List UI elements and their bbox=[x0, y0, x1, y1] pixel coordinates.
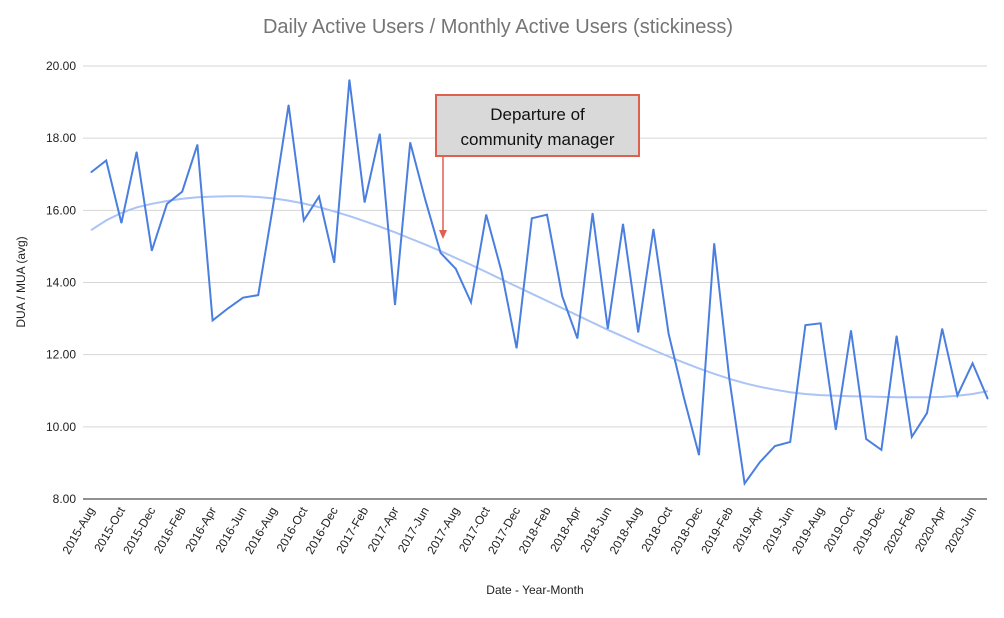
y-tick-label: 10.00 bbox=[46, 420, 76, 434]
data-point bbox=[713, 243, 715, 245]
annotation: Departure of community manager bbox=[435, 94, 640, 239]
data-point bbox=[607, 328, 609, 330]
data-point bbox=[272, 203, 274, 205]
data-point bbox=[896, 335, 898, 337]
data-point bbox=[470, 301, 472, 303]
data-point bbox=[683, 396, 685, 398]
data-point bbox=[90, 171, 92, 173]
data-point bbox=[394, 304, 396, 306]
y-axis-ticks: 8.00 10.00 12.00 14.00 16.00 18.00 20.00 bbox=[46, 59, 76, 506]
data-point bbox=[728, 378, 730, 380]
annotation-text-line-2: community manager bbox=[460, 130, 614, 149]
y-tick-label: 12.00 bbox=[46, 348, 76, 362]
annotation-arrow-head bbox=[439, 230, 447, 239]
data-point bbox=[774, 445, 776, 447]
y-tick-label: 18.00 bbox=[46, 131, 76, 145]
data-point bbox=[500, 270, 502, 272]
data-point bbox=[865, 438, 867, 440]
annotation-text-line-1: Departure of bbox=[490, 105, 585, 124]
x-axis-ticks: 2015-Aug2015-Oct2015-Dec2016-Feb2016-Apr… bbox=[59, 504, 979, 557]
data-point bbox=[941, 328, 943, 330]
data-point bbox=[105, 160, 107, 162]
data-point bbox=[333, 262, 335, 264]
series-group bbox=[90, 79, 989, 487]
data-point bbox=[440, 252, 442, 254]
data-point bbox=[546, 214, 548, 216]
data-point bbox=[288, 104, 290, 106]
data-point bbox=[257, 294, 259, 296]
data-point bbox=[652, 228, 654, 230]
trendline bbox=[90, 195, 988, 399]
data-point bbox=[151, 250, 153, 252]
y-tick-label: 20.00 bbox=[46, 59, 76, 73]
chart-title: Daily Active Users / Monthly Active User… bbox=[263, 16, 733, 38]
y-tick-label: 8.00 bbox=[53, 492, 77, 506]
data-point bbox=[485, 214, 487, 216]
y-axis-label: DUA / MUA (avg) bbox=[14, 236, 28, 327]
data-point bbox=[303, 219, 305, 221]
data-point bbox=[744, 482, 746, 484]
data-point bbox=[531, 217, 533, 219]
data-point bbox=[348, 79, 350, 81]
y-tick-label: 16.00 bbox=[46, 203, 76, 217]
data-point bbox=[227, 307, 229, 309]
data-point bbox=[561, 295, 563, 297]
data-point bbox=[759, 461, 761, 463]
data-point bbox=[166, 203, 168, 205]
data-point bbox=[835, 429, 837, 431]
series-line bbox=[90, 79, 989, 487]
data-point bbox=[242, 297, 244, 299]
data-point bbox=[880, 449, 882, 451]
data-point bbox=[364, 201, 366, 203]
data-point bbox=[972, 362, 974, 364]
y-tick-label: 14.00 bbox=[46, 276, 76, 290]
data-point bbox=[698, 454, 700, 456]
data-point bbox=[668, 333, 670, 335]
data-point bbox=[592, 212, 594, 214]
data-point bbox=[181, 191, 183, 193]
data-point bbox=[820, 322, 822, 324]
data-point bbox=[318, 196, 320, 198]
data-point bbox=[850, 329, 852, 331]
data-point bbox=[424, 199, 426, 201]
data-point bbox=[212, 319, 214, 321]
x-axis-label: Date - Year-Month bbox=[486, 583, 583, 597]
data-point bbox=[136, 151, 138, 153]
data-point bbox=[379, 133, 381, 135]
data-point bbox=[196, 144, 198, 146]
data-point bbox=[516, 347, 518, 349]
data-point bbox=[120, 222, 122, 224]
data-point bbox=[926, 412, 928, 414]
data-point bbox=[637, 331, 639, 333]
data-point bbox=[789, 441, 791, 443]
data-point bbox=[987, 398, 989, 400]
data-point bbox=[409, 141, 411, 143]
data-point bbox=[576, 337, 578, 339]
data-point bbox=[956, 394, 958, 396]
data-point bbox=[911, 436, 913, 438]
data-point bbox=[455, 268, 457, 270]
data-point bbox=[804, 324, 806, 326]
data-point bbox=[622, 223, 624, 225]
annotation-box bbox=[435, 94, 640, 157]
